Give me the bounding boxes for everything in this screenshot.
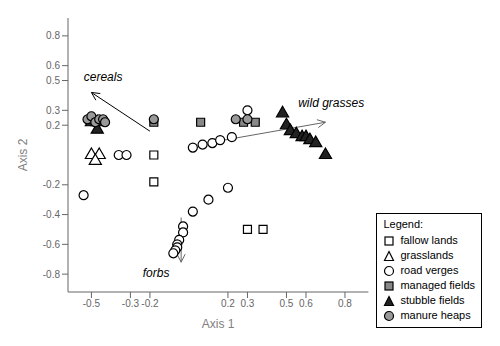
svg-text:0.8: 0.8 <box>46 30 60 41</box>
svg-text:0.3: 0.3 <box>46 105 60 116</box>
svg-text:0.5: 0.5 <box>280 298 294 309</box>
html-text:manure heaps: manure heaps <box>400 309 471 321</box>
svg-text:cereals: cereals <box>84 70 123 84</box>
svg-text:Axis 1: Axis 1 <box>202 317 235 331</box>
svg-text:-0.2: -0.2 <box>43 179 61 190</box>
svg-text:0.2: 0.2 <box>221 298 235 309</box>
svg-text:0.8: 0.8 <box>338 298 352 309</box>
svg-text:-0.2: -0.2 <box>141 298 159 309</box>
svg-text:-0.4: -0.4 <box>43 209 61 220</box>
html-text:fallow lands: fallow lands <box>400 234 458 246</box>
html-text:Legend:: Legend: <box>383 218 424 230</box>
svg-text:-0.8: -0.8 <box>43 269 61 280</box>
html-text:stubble fields: stubble fields <box>400 294 465 306</box>
svg-text:forbs: forbs <box>143 266 170 280</box>
svg-text:-0.6: -0.6 <box>43 239 61 250</box>
svg-text:0.6: 0.6 <box>299 298 313 309</box>
svg-text:-0.5: -0.5 <box>83 298 101 309</box>
svg-text:wild grasses: wild grasses <box>298 96 364 110</box>
svg-text:0.6: 0.6 <box>46 60 60 71</box>
svg-text:0.5: 0.5 <box>46 75 60 86</box>
html-text:grasslands: grasslands <box>400 249 454 261</box>
svg-text:-0.3: -0.3 <box>122 298 140 309</box>
svg-text:0.3: 0.3 <box>241 298 255 309</box>
svg-text:0.2: 0.2 <box>46 120 60 131</box>
html-text:managed fields: managed fields <box>400 279 475 291</box>
html-text:road verges: road verges <box>400 264 459 276</box>
svg-text:Axis 2: Axis 2 <box>16 138 30 171</box>
